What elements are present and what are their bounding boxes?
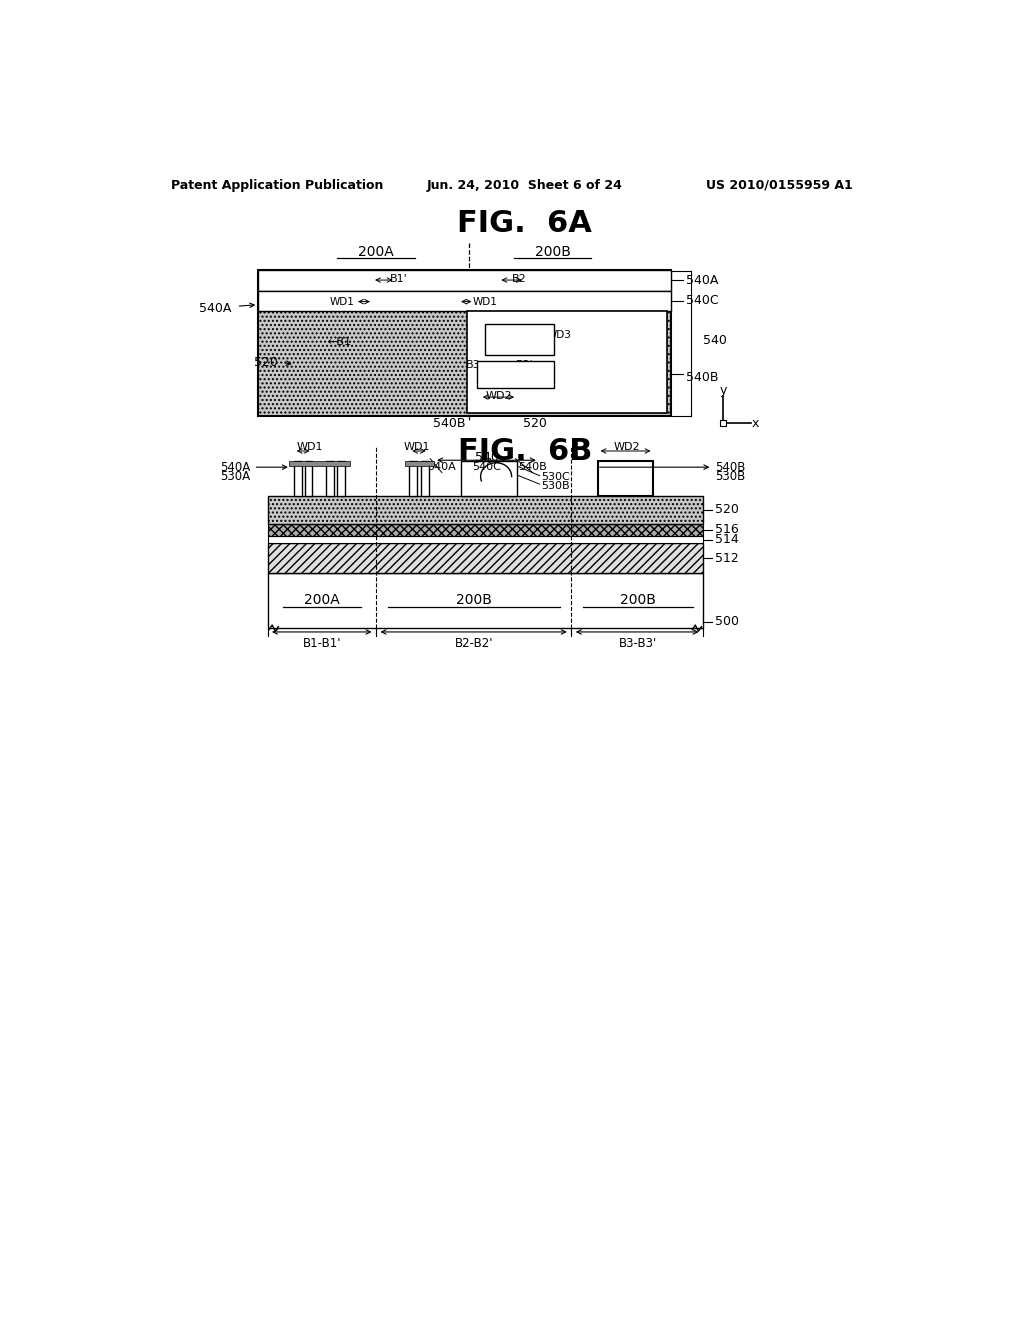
Bar <box>410 461 417 496</box>
Text: 540C: 540C <box>472 462 502 473</box>
Text: Jun. 24, 2010  Sheet 6 of 24: Jun. 24, 2010 Sheet 6 of 24 <box>427 178 623 191</box>
Bar <box>477 360 554 388</box>
Text: x: x <box>752 417 760 430</box>
Text: 520: 520 <box>716 503 739 516</box>
Text: B3': B3' <box>515 360 534 370</box>
Bar <box>267 544 703 573</box>
Text: B3-B3': B3-B3' <box>618 638 657 649</box>
Text: 200B: 200B <box>456 594 492 607</box>
Text: ←B1: ←B1 <box>328 337 352 347</box>
Text: 540A: 540A <box>427 462 457 473</box>
Text: 540A: 540A <box>199 302 231 315</box>
Text: 540A: 540A <box>220 461 251 474</box>
Text: B2-B2': B2-B2' <box>455 638 493 649</box>
Bar <box>484 323 554 355</box>
Bar <box>289 461 349 466</box>
Text: 530C: 530C <box>541 473 569 482</box>
Text: B2: B2 <box>497 370 512 379</box>
Text: US 2010/0155959 A1: US 2010/0155959 A1 <box>706 178 852 191</box>
Text: 520: 520 <box>254 356 278 370</box>
Bar <box>421 461 429 496</box>
Text: WD1: WD1 <box>297 442 324 453</box>
Text: WD2: WD2 <box>613 442 640 453</box>
Text: 516: 516 <box>716 524 739 536</box>
Bar <box>267 524 703 536</box>
Bar <box>267 573 703 628</box>
Bar <box>267 496 703 524</box>
Bar <box>720 420 726 426</box>
Text: FIG.  6B: FIG. 6B <box>458 437 592 466</box>
Text: y: y <box>720 384 727 397</box>
Bar <box>467 312 667 412</box>
Text: 512: 512 <box>716 552 739 565</box>
Text: 540B: 540B <box>716 461 745 474</box>
Bar <box>267 536 703 544</box>
Bar <box>461 461 517 496</box>
Text: 514: 514 <box>716 533 739 546</box>
Text: 520: 520 <box>523 417 547 430</box>
Text: 540B: 540B <box>518 462 547 473</box>
Text: B2: B2 <box>512 275 526 284</box>
Text: 540B: 540B <box>432 417 465 430</box>
Text: WD1: WD1 <box>403 442 430 453</box>
Text: WD1: WD1 <box>330 297 354 306</box>
Bar <box>404 461 434 466</box>
Bar <box>258 290 671 312</box>
Text: WD1: WD1 <box>473 297 498 306</box>
Bar <box>327 461 334 496</box>
Bar <box>598 461 653 496</box>
Text: Patent Application Publication: Patent Application Publication <box>171 178 383 191</box>
Text: 530B: 530B <box>541 480 569 491</box>
Text: B1': B1' <box>390 275 408 284</box>
Text: 200A: 200A <box>358 246 394 259</box>
Text: 540A: 540A <box>686 273 719 286</box>
Bar <box>294 461 302 496</box>
Bar <box>337 461 345 496</box>
Text: B3: B3 <box>466 360 480 370</box>
Text: FIG.  6A: FIG. 6A <box>458 210 592 239</box>
Text: 530A: 530A <box>220 470 251 483</box>
Text: 540: 540 <box>475 450 499 463</box>
Text: 200A: 200A <box>304 594 340 607</box>
Text: 530B: 530B <box>716 470 745 483</box>
Text: 500: 500 <box>716 615 739 628</box>
Bar <box>305 461 312 496</box>
Text: WD2: WD2 <box>485 391 512 400</box>
Text: B1-B1': B1-B1' <box>302 638 341 649</box>
Text: 540B: 540B <box>686 371 719 384</box>
Text: 540: 540 <box>703 334 727 347</box>
Text: 200B: 200B <box>535 246 570 259</box>
Text: 540C: 540C <box>686 294 719 308</box>
Text: WD3: WD3 <box>547 330 571 341</box>
Text: 200B: 200B <box>620 594 656 607</box>
Bar <box>258 271 671 416</box>
Bar <box>258 271 671 290</box>
